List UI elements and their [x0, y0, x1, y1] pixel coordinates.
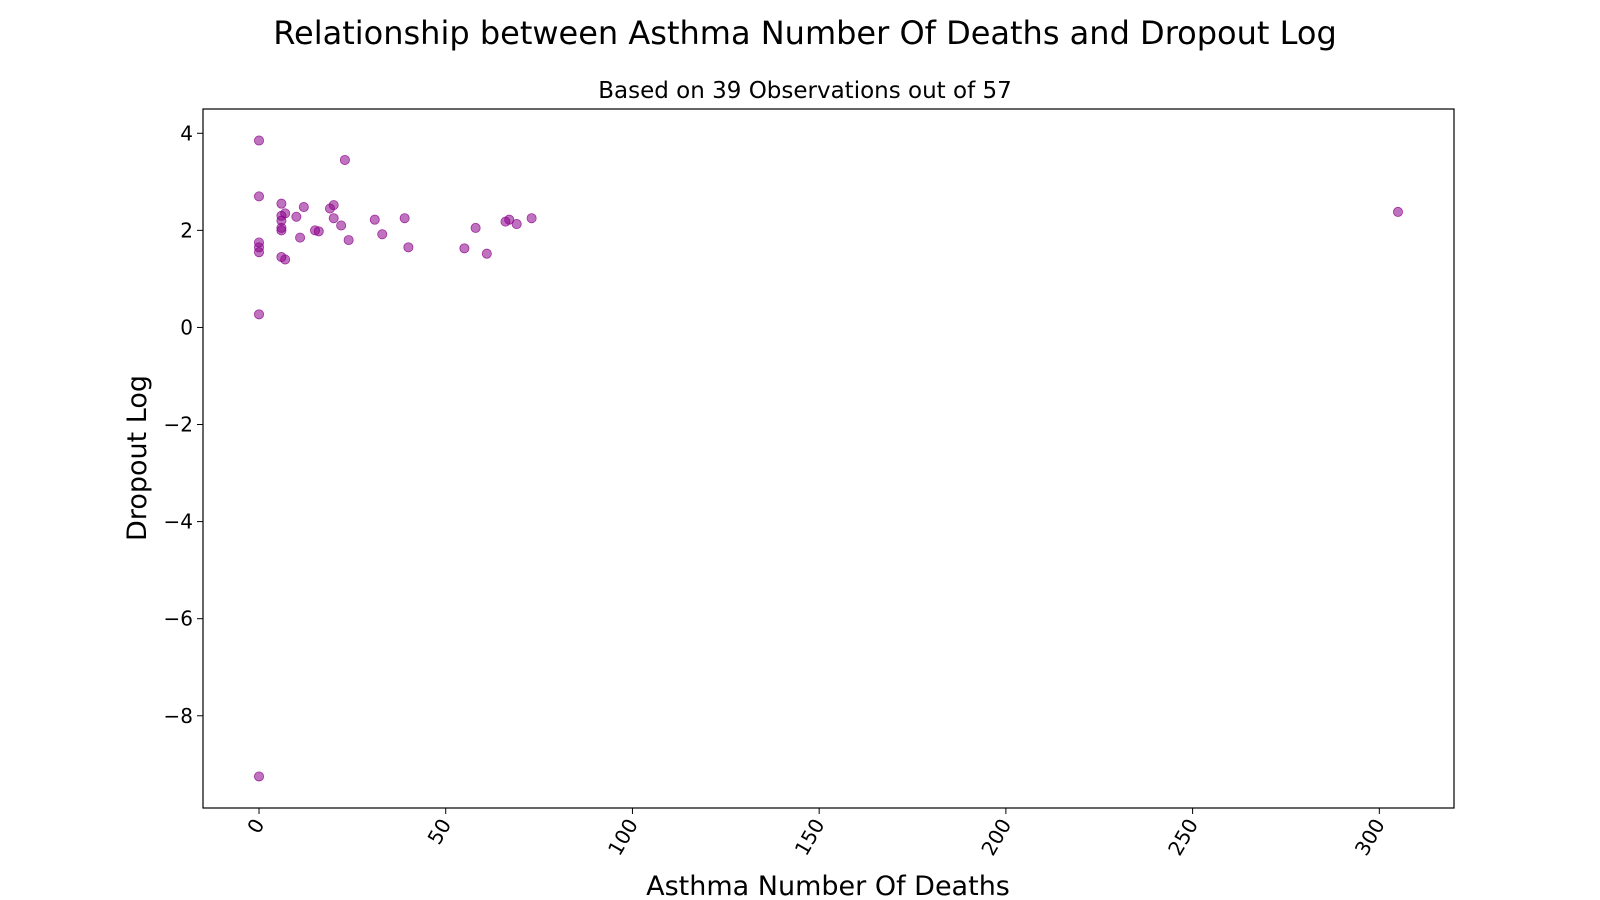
- x-tick-label: 150: [790, 815, 830, 860]
- x-tick-label: 50: [423, 815, 457, 849]
- y-tick-label: −8: [164, 704, 193, 728]
- y-tick-label: −4: [164, 510, 193, 534]
- data-point: [291, 211, 302, 222]
- x-axis: 0 50 100 150 200 250 300: [242, 808, 1390, 860]
- data-point: [343, 235, 354, 246]
- data-point: [254, 191, 265, 202]
- data-point: [328, 213, 339, 224]
- data-point: [377, 229, 388, 240]
- y-tick-label: −2: [164, 413, 193, 437]
- x-tick-label: 100: [603, 815, 643, 860]
- data-point: [470, 222, 481, 233]
- y-tick-label: 0: [180, 315, 193, 339]
- data-point: [459, 243, 470, 254]
- data-point: [254, 771, 265, 782]
- y-tick-label: 4: [180, 121, 193, 145]
- data-point: [328, 200, 339, 211]
- data-point: [1392, 206, 1403, 217]
- data-point: [276, 198, 287, 209]
- y-axis-label: Dropout Log: [122, 375, 153, 541]
- data-point: [526, 213, 537, 224]
- chart-subtitle: Based on 39 Observations out of 57: [598, 78, 1012, 104]
- data-point: [298, 202, 309, 213]
- data-point: [399, 213, 410, 224]
- data-point: [313, 226, 324, 237]
- data-point: [369, 214, 380, 225]
- x-tick-label: 0: [242, 815, 269, 838]
- data-point: [280, 208, 291, 219]
- y-tick-label: 2: [180, 218, 193, 242]
- plot-area: [202, 108, 1455, 809]
- data-point: [339, 154, 350, 165]
- data-point: [511, 219, 522, 230]
- x-tick-label: 300: [1350, 815, 1390, 860]
- data-point: [254, 135, 265, 146]
- data-point: [481, 248, 492, 259]
- data-point: [295, 232, 306, 243]
- data-point: [280, 254, 291, 265]
- data-point: [336, 220, 347, 231]
- chart-title: Relationship between Asthma Number Of De…: [273, 14, 1337, 52]
- y-axis: 4 2 0 −2 −4 −6 −8: [164, 121, 203, 728]
- data-point: [276, 225, 287, 236]
- x-tick-label: 200: [976, 815, 1016, 860]
- x-axis-label: Asthma Number Of Deaths: [646, 871, 1010, 900]
- data-point: [254, 247, 265, 258]
- plot-frame: [202, 108, 1455, 809]
- data-point: [504, 214, 515, 225]
- data-points: [254, 135, 1403, 782]
- data-point: [254, 309, 265, 320]
- data-point: [403, 242, 414, 253]
- y-tick-label: −6: [164, 607, 193, 631]
- x-tick-label: 250: [1163, 815, 1203, 860]
